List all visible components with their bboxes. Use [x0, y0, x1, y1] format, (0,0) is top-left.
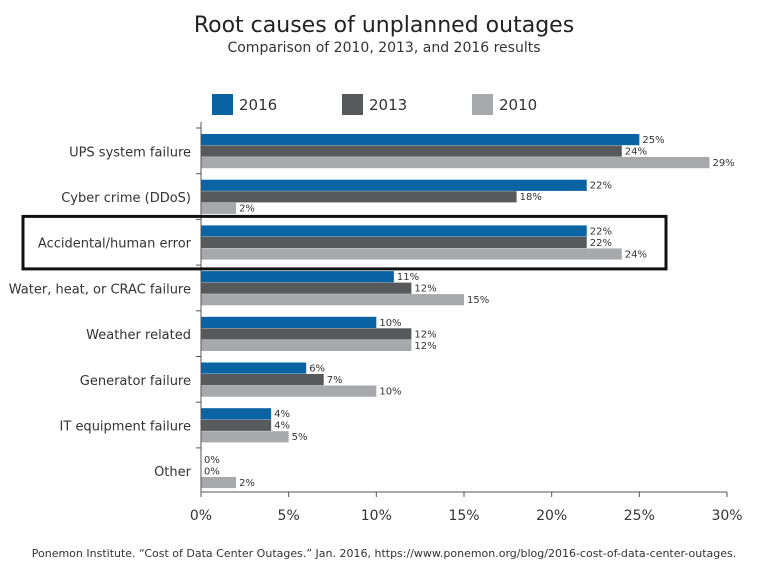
data-label-2010-water-heat-or-crac-failure: 15% [467, 295, 489, 306]
data-label-2016-other: 0% [204, 455, 220, 466]
legend-label-2010: 2010 [499, 96, 537, 114]
legend-label-2013: 2013 [369, 96, 407, 114]
legend-swatch-2013 [342, 94, 363, 115]
bar-2010-weather-related [201, 339, 412, 351]
data-label-2010-generator-failure: 10% [379, 387, 401, 398]
x-tick-label-1: 5% [278, 508, 300, 524]
category-label-weather-related: Weather related [86, 328, 191, 343]
bar-2013-weather-related [201, 328, 412, 340]
x-tick-label-5: 25% [624, 508, 655, 524]
data-label-2013-it-equipment-failure: 4% [274, 421, 290, 432]
x-tick-label-2: 10% [361, 508, 392, 524]
bar-2010-accidental-human-error [201, 248, 622, 260]
legend-label-2016: 2016 [239, 96, 277, 114]
data-label-2016-weather-related: 10% [379, 318, 401, 329]
data-label-2016-generator-failure: 6% [309, 364, 325, 375]
bar-2010-it-equipment-failure [201, 431, 289, 443]
legend-swatch-2010 [472, 94, 493, 115]
bar-2016-generator-failure [201, 362, 307, 374]
data-label-2010-weather-related: 12% [414, 341, 436, 352]
highlight-rect [21, 214, 668, 271]
chart-subtitle: Comparison of 2010, 2013, and 2016 resul… [227, 40, 540, 56]
bar-2016-water-heat-or-crac-failure [201, 271, 394, 283]
x-tick-label-3: 15% [448, 508, 479, 524]
data-label-2013-weather-related: 12% [414, 329, 436, 340]
category-label-water-heat-or-crac-failure: Water, heat, or CRAC failure [9, 282, 191, 297]
data-label-2010-cyber-crime-ddos: 2% [239, 204, 255, 215]
category-label-generator-failure: Generator failure [80, 374, 191, 389]
data-label-2016-cyber-crime-ddos: 22% [590, 181, 612, 192]
data-label-2016-ups-system-failure: 25% [642, 135, 664, 146]
bar-2010-cyber-crime-ddos [201, 202, 237, 214]
data-label-2010-it-equipment-failure: 5% [292, 432, 308, 443]
data-label-2010-other: 2% [239, 478, 255, 489]
source-note: Ponemon Institute. “Cost of Data Center … [32, 547, 736, 560]
category-label-ups-system-failure: UPS system failure [69, 145, 191, 160]
bar-2010-generator-failure [201, 385, 377, 397]
legend: 2016 2013 2010 [212, 94, 537, 115]
bar-2016-accidental-human-error [201, 225, 587, 237]
data-label-2010-accidental-human-error: 24% [625, 249, 647, 260]
x-tick-label-6: 30% [711, 508, 742, 524]
bar-2013-water-heat-or-crac-failure [201, 282, 412, 294]
bar-2010-other [201, 476, 237, 489]
data-label-2010-ups-system-failure: 29% [712, 158, 734, 169]
category-label-other: Other [154, 465, 192, 480]
bar-2016-ups-system-failure [201, 134, 640, 146]
data-label-2013-other: 0% [204, 466, 220, 477]
bar-2013-it-equipment-failure [201, 419, 272, 431]
bar-2010-ups-system-failure [201, 157, 710, 169]
data-label-2013-generator-failure: 7% [327, 375, 343, 386]
x-tick-label-0: 0% [190, 508, 212, 524]
data-label-2016-water-heat-or-crac-failure: 11% [397, 272, 419, 283]
legend-swatch-2016 [212, 94, 233, 115]
data-label-2013-ups-system-failure: 24% [625, 147, 647, 158]
data-label-2016-it-equipment-failure: 4% [274, 409, 290, 420]
data-label-2016-accidental-human-error: 22% [590, 226, 612, 237]
data-label-2013-cyber-crime-ddos: 18% [520, 192, 542, 203]
bar-2016-cyber-crime-ddos [201, 179, 587, 191]
x-axis: 0% 5% 10% 15% 20% 25% 30% [190, 122, 743, 524]
highlight-box [21, 214, 668, 271]
category-label-it-equipment-failure: IT equipment failure [60, 419, 191, 434]
bar-2013-cyber-crime-ddos [201, 191, 517, 203]
chart-title: Root causes of unplanned outages [194, 13, 574, 38]
bar-2016-it-equipment-failure [201, 408, 272, 420]
bar-2013-generator-failure [201, 374, 324, 386]
x-tick-label-4: 20% [536, 508, 567, 524]
category-label-accidental-human-error: Accidental/human error [38, 237, 192, 252]
bar-2013-accidental-human-error [201, 236, 587, 249]
bar-2010-water-heat-or-crac-failure [201, 294, 464, 306]
category-label-cyber-crime-ddos: Cyber crime (DDoS) [61, 191, 191, 206]
bar-2013-ups-system-failure [201, 145, 622, 157]
data-label-2013-water-heat-or-crac-failure: 12% [414, 284, 436, 295]
bar-2016-weather-related [201, 316, 377, 328]
data-label-2013-accidental-human-error: 22% [590, 238, 612, 249]
